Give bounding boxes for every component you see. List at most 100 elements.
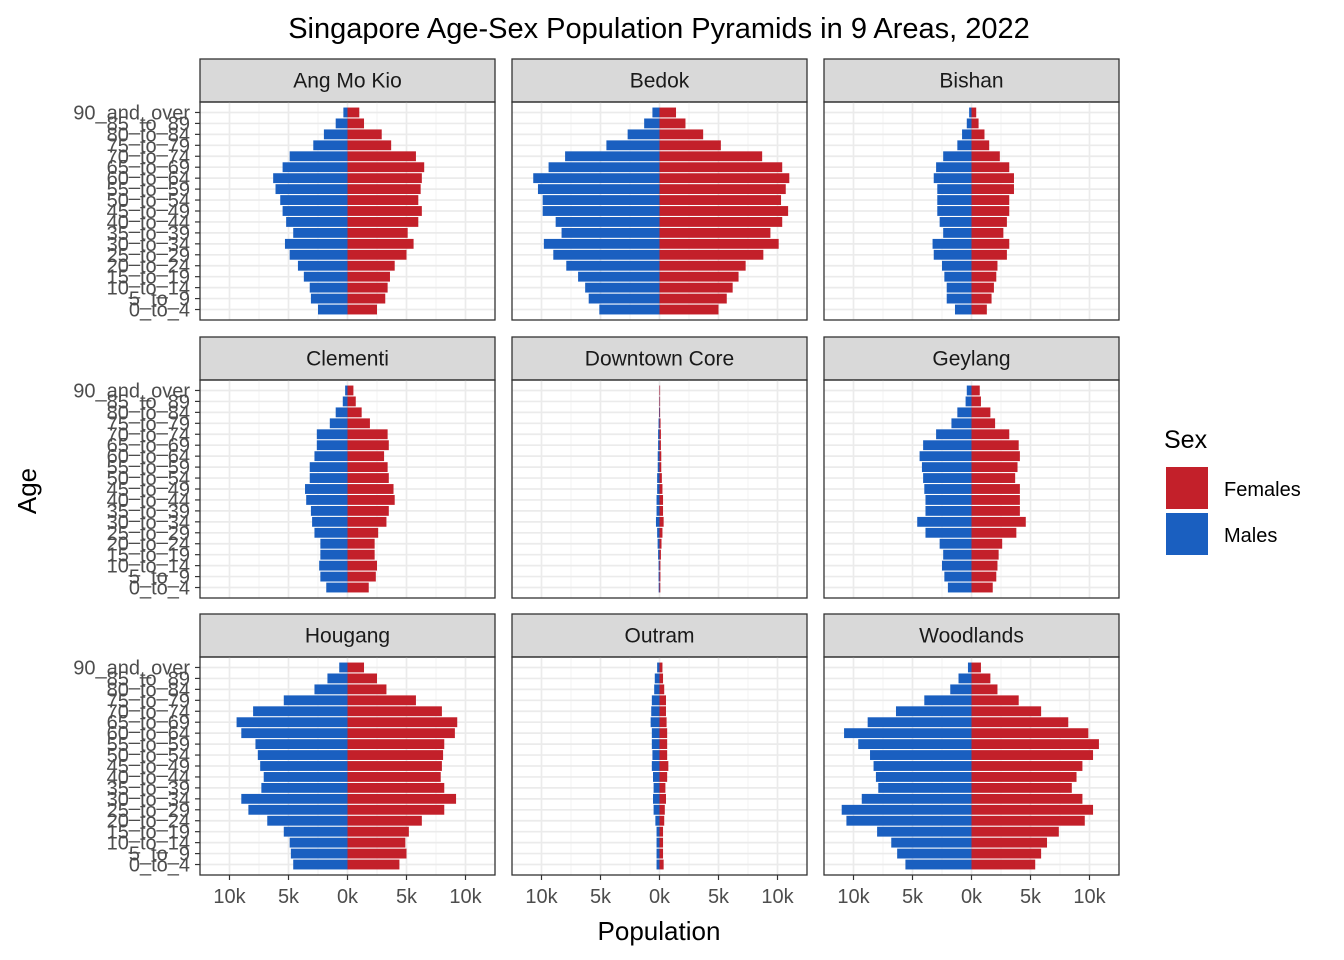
y-tick-label: 85_to_89 — [107, 391, 190, 413]
y-tick-label: 70_to_74 — [107, 701, 190, 723]
bar-outram-females-60_to_64 — [659, 728, 668, 739]
bar-bishan-males-70_to_74 — [943, 151, 972, 162]
bar-hougang-males-45_to_49 — [260, 761, 348, 771]
bar-clementi-females-35_to_39 — [347, 505, 389, 516]
bar-clementi-males-35_to_39 — [310, 505, 348, 516]
bar-geylang-males-90_and_over — [966, 385, 972, 396]
bar-ang-mo-kio-females-65_to_69 — [347, 162, 425, 173]
y-tick-label: 20_to_24 — [107, 256, 190, 278]
bar-ang-mo-kio-males-25_to_29 — [289, 249, 348, 260]
y-tick-label: 40_to_44 — [107, 767, 190, 789]
bar-geylang-males-60_to_64 — [919, 451, 972, 462]
bar-downtown-core-males-35_to_39 — [656, 505, 660, 516]
panel-bedok: Bedok — [511, 58, 808, 321]
bar-clementi-males-70_to_74 — [316, 429, 348, 440]
bar-downtown-core-females-75_to_79 — [659, 418, 661, 429]
bar-geylang-females-0_to_4 — [971, 582, 993, 593]
strip-label-downtown-core: Downtown Core — [585, 348, 734, 371]
bar-clementi-females-0_to_4 — [347, 582, 369, 593]
bar-bedok-females-70_to_74 — [659, 151, 763, 162]
bar-woodlands-males-0_to_4 — [905, 859, 972, 870]
bar-bishan-males-35_to_39 — [943, 227, 972, 238]
bar-geylang-females-90_and_over — [971, 385, 980, 396]
legend: Sex Females Males — [1164, 426, 1301, 555]
bar-downtown-core-females-10_to_14 — [659, 560, 661, 571]
y-tick-label: 90_and_over — [73, 657, 190, 679]
bar-woodlands-males-80_to_84 — [950, 684, 972, 695]
strip-woodlands — [823, 613, 1120, 658]
bar-bedok-females-5_to_9 — [659, 293, 727, 304]
strip-label-bishan: Bishan — [939, 70, 1003, 93]
strip-label-ang-mo-kio: Ang Mo Kio — [293, 70, 402, 93]
y-tick-label: 20_to_24 — [107, 811, 190, 833]
bar-outram-males-25_to_29 — [653, 804, 660, 815]
panel-border-downtown-core — [511, 379, 808, 599]
bar-clementi-females-10_to_14 — [347, 560, 377, 571]
bar-outram-males-65_to_69 — [650, 717, 660, 728]
bar-woodlands-males-40_to_44 — [875, 772, 972, 782]
bar-hougang-females-50_to_54 — [347, 750, 444, 760]
bar-ang-mo-kio-females-10_to_14 — [347, 282, 388, 293]
bar-hougang-females-85_to_89 — [347, 673, 377, 684]
bar-bedok-males-60_to_64 — [533, 173, 660, 184]
bar-outram-males-45_to_49 — [651, 761, 660, 771]
x-tick-label: 5k — [590, 886, 612, 908]
bar-bedok-males-5_to_9 — [588, 293, 660, 304]
bar-outram-females-10_to_14 — [659, 837, 664, 848]
bar-clementi-males-40_to_44 — [306, 495, 348, 505]
strip-label-geylang: Geylang — [932, 348, 1010, 371]
y-tick-label: 25_to_29 — [107, 245, 190, 267]
bar-bishan-females-40_to_44 — [971, 217, 1007, 227]
bar-outram-males-80_to_84 — [654, 684, 660, 695]
y-tick-label: 0_to_4 — [129, 578, 190, 600]
bar-bedok-males-35_to_39 — [561, 227, 660, 238]
bar-woodlands-males-90_and_over — [967, 662, 972, 673]
bar-clementi-females-50_to_54 — [347, 473, 389, 483]
panel-clementi: Clementi 0_to_45_to_910_to_1415_to_1920_t… — [73, 336, 496, 600]
bar-outram-males-5_to_9 — [656, 848, 660, 859]
bar-hougang-males-70_to_74 — [253, 706, 348, 717]
bar-hougang-males-55_to_59 — [255, 739, 348, 750]
bar-hougang-males-35_to_39 — [261, 782, 348, 793]
y-tick-label: 10_to_14 — [107, 556, 190, 578]
bar-clementi-females-5_to_9 — [347, 571, 376, 582]
bar-geylang-females-40_to_44 — [971, 495, 1020, 505]
bar-ang-mo-kio-females-90_and_over — [347, 107, 360, 118]
bar-geylang-females-45_to_49 — [971, 484, 1020, 494]
bar-hougang-males-75_to_79 — [283, 695, 348, 706]
bar-clementi-males-55_to_59 — [309, 462, 348, 473]
bar-bedok-males-0_to_4 — [599, 304, 660, 315]
strip-bedok — [511, 58, 808, 103]
bar-geylang-males-40_to_44 — [925, 495, 972, 505]
bar-woodlands-females-20_to_24 — [971, 815, 1085, 826]
bar-clementi-females-15_to_19 — [347, 549, 375, 560]
bar-ang-mo-kio-females-5_to_9 — [347, 293, 386, 304]
y-tick-label: 80_to_84 — [107, 402, 190, 424]
panel-outram: Outram 10k 5k 0k 5k 10k — [511, 613, 808, 908]
bar-bedok-males-65_to_69 — [548, 162, 660, 173]
bar-hougang-females-65_to_69 — [347, 717, 458, 728]
strip-outram — [511, 613, 808, 658]
bar-outram-females-55_to_59 — [659, 739, 668, 750]
bar-bishan-females-90_and_over — [971, 107, 977, 118]
bar-woodlands-males-10_to_14 — [891, 837, 972, 848]
bar-bedok-females-30_to_34 — [659, 238, 779, 249]
y-tick-label: 60_to_64 — [107, 446, 190, 468]
bar-woodlands-females-60_to_64 — [971, 728, 1089, 739]
chart-title: Singapore Age-Sex Population Pyramids in… — [288, 13, 1030, 45]
bar-hougang-males-5_to_9 — [290, 848, 348, 859]
bar-hougang-males-30_to_34 — [241, 793, 348, 804]
bar-geylang-males-30_to_34 — [917, 516, 972, 527]
y-tick-label: 5_to_9 — [129, 844, 190, 866]
bar-ang-mo-kio-males-45_to_49 — [282, 206, 348, 216]
bar-clementi-females-85_to_89 — [347, 396, 356, 407]
bar-geylang-females-70_to_74 — [971, 429, 1010, 440]
y-tick-label: 50_to_54 — [107, 190, 190, 212]
bar-ang-mo-kio-females-60_to_64 — [347, 173, 422, 184]
bar-downtown-core-females-30_to_34 — [659, 516, 664, 527]
bar-hougang-males-20_to_24 — [267, 815, 348, 826]
bar-bishan-males-10_to_14 — [946, 282, 972, 293]
bar-outram-females-80_to_84 — [659, 684, 665, 695]
bar-outram-females-70_to_74 — [659, 706, 666, 717]
y-tick-label: 80_to_84 — [107, 124, 190, 146]
